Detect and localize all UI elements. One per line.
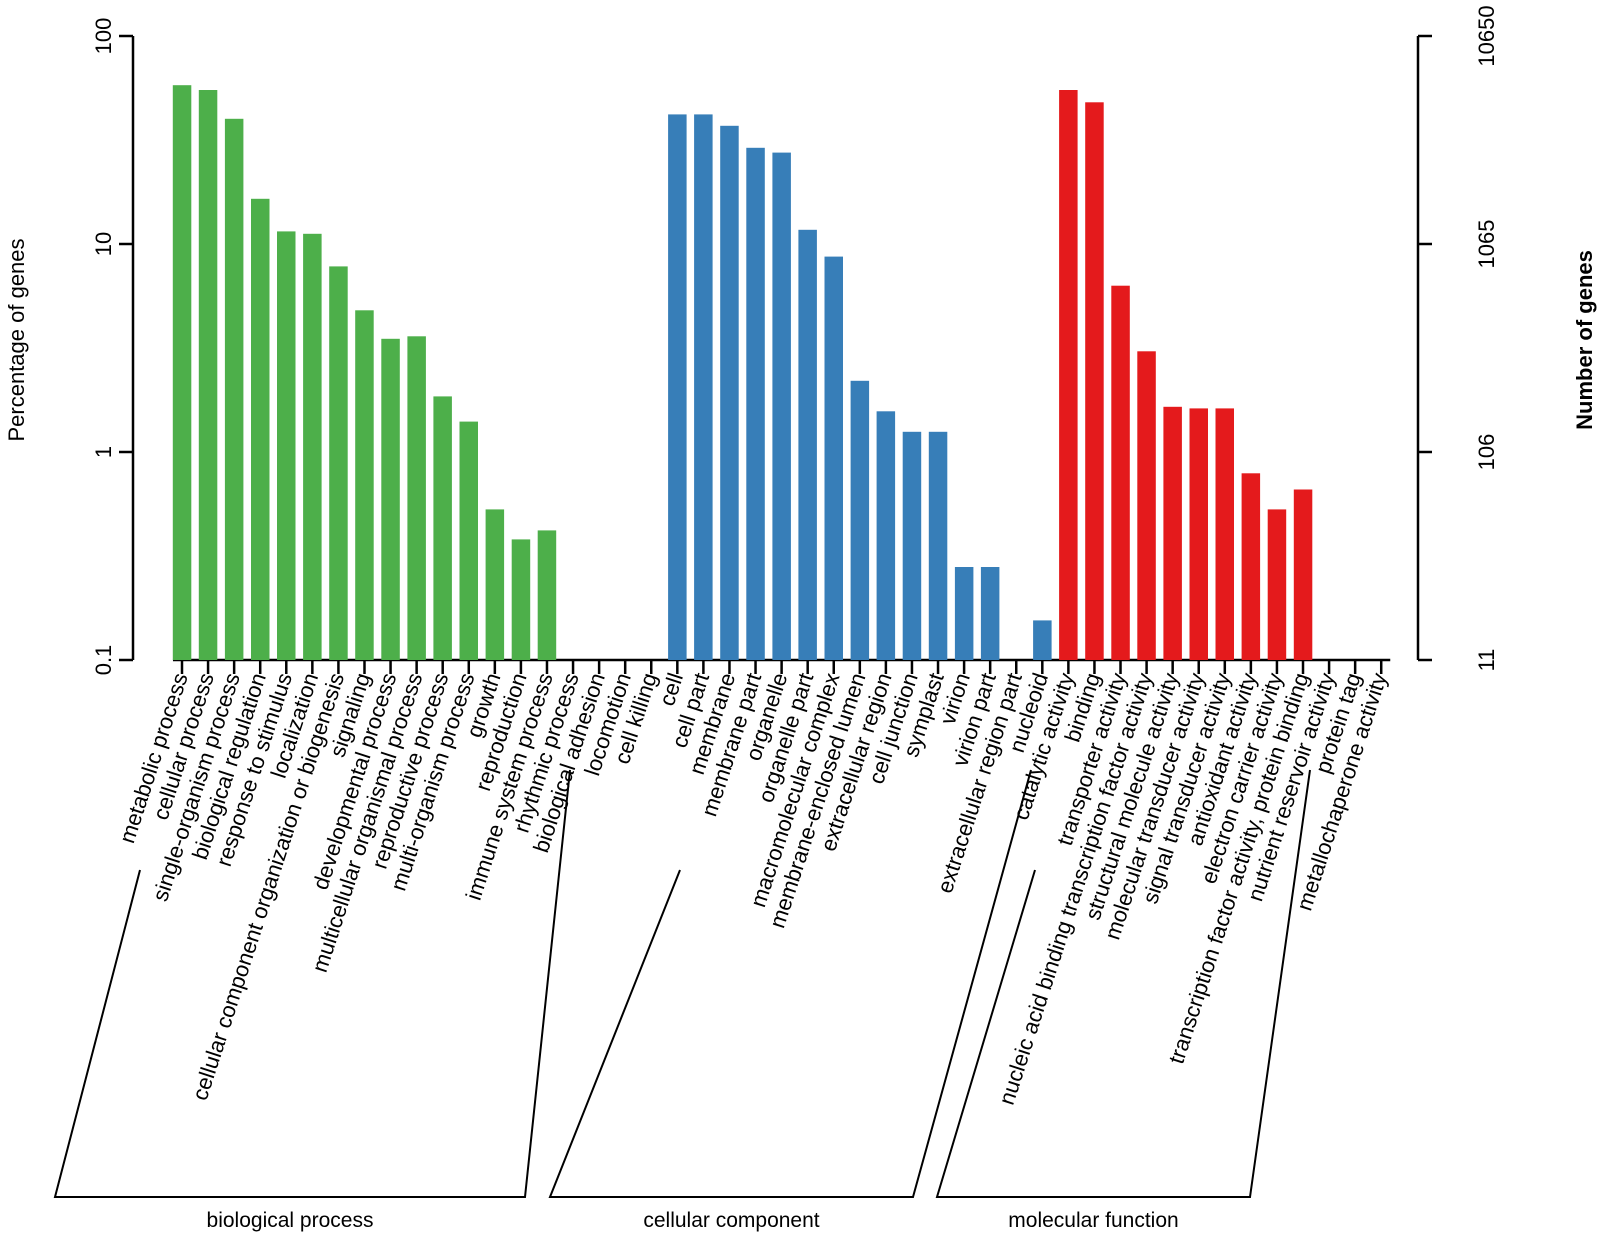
axes: 100 10 1 0.1 Percentage of genes 10650 1065 106… — [4, 5, 1597, 675]
bar — [876, 411, 896, 660]
bar — [303, 233, 322, 661]
bar — [1215, 408, 1234, 660]
right-tick-label: 10650 — [1474, 5, 1499, 66]
right-tick-label: 11 — [1474, 649, 1499, 672]
right-tick-label: 1065 — [1474, 220, 1499, 269]
left-tick-label: 0.1 — [91, 645, 116, 676]
bar — [277, 231, 296, 660]
bar — [224, 118, 244, 661]
bar — [1059, 90, 1078, 660]
group-bracket — [548, 769, 1032, 1198]
bar — [694, 114, 713, 660]
group-brackets: biological process cellular component mole… — [53, 769, 1311, 1232]
bar — [329, 266, 348, 660]
bar — [485, 509, 505, 660]
group-bracket — [53, 769, 571, 1198]
bar — [668, 114, 687, 660]
bar — [198, 90, 218, 660]
bar — [511, 539, 531, 660]
bar — [537, 530, 557, 660]
bar — [980, 567, 1000, 660]
bar — [1085, 102, 1104, 661]
bar — [850, 380, 870, 660]
group-bracket — [935, 769, 1311, 1198]
bars — [172, 85, 1313, 661]
left-tick-label: 1 — [91, 446, 116, 458]
bar — [433, 396, 452, 660]
group-label: molecular function — [1008, 1209, 1178, 1232]
bar — [1267, 509, 1287, 660]
bar — [954, 567, 974, 660]
bar — [1293, 489, 1313, 660]
bar — [459, 421, 478, 660]
group-label: cellular component — [643, 1209, 819, 1232]
right-tick-label: 106 — [1474, 434, 1499, 471]
bar — [746, 147, 765, 661]
bar — [251, 198, 270, 661]
bar — [720, 125, 739, 661]
bar — [1241, 473, 1261, 660]
left-tick-label: 100 — [91, 18, 116, 55]
bar — [1137, 351, 1156, 660]
bar — [902, 431, 922, 660]
bar — [1189, 408, 1208, 660]
bar — [824, 256, 843, 660]
bar — [172, 85, 192, 660]
left-axis-title: Percentage of genes — [4, 238, 29, 441]
left-tick-label: 10 — [91, 232, 116, 256]
bar — [928, 431, 948, 660]
bar — [407, 336, 426, 660]
bar — [381, 338, 400, 660]
bar — [1111, 285, 1130, 660]
bar — [772, 152, 791, 660]
bar — [355, 310, 374, 660]
bar — [1033, 620, 1052, 660]
right-axis-title: Number of genes — [1572, 250, 1597, 430]
bar — [1163, 406, 1182, 660]
group-label: biological process — [207, 1209, 374, 1232]
bar — [798, 229, 817, 661]
